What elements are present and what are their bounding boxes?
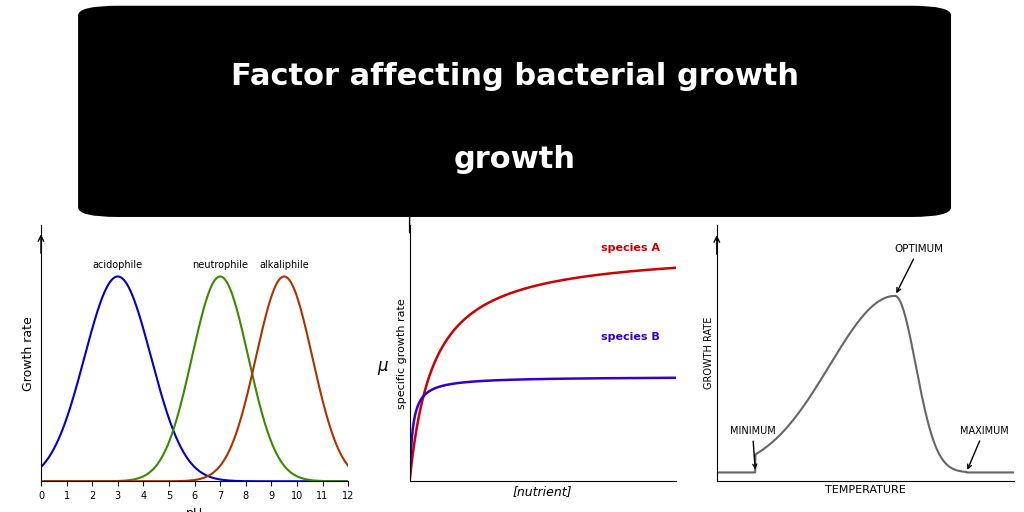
Text: growth: growth: [454, 145, 575, 174]
Text: neutrophile: neutrophile: [193, 260, 248, 270]
X-axis label: TEMPERATURE: TEMPERATURE: [825, 485, 905, 496]
Text: MAXIMUM: MAXIMUM: [959, 425, 1009, 468]
X-axis label: [nutrient]: [nutrient]: [513, 485, 572, 499]
Text: OPTIMUM: OPTIMUM: [894, 244, 943, 292]
Text: Factor affecting bacterial growth: Factor affecting bacterial growth: [230, 62, 799, 91]
FancyBboxPatch shape: [78, 6, 951, 217]
Y-axis label: Growth rate: Growth rate: [23, 316, 36, 391]
Text: μ: μ: [378, 357, 388, 375]
Text: species B: species B: [601, 332, 660, 343]
Y-axis label: GROWTH RATE: GROWTH RATE: [705, 317, 714, 390]
Text: MINIMUM: MINIMUM: [729, 425, 775, 468]
Text: alkaliphile: alkaliphile: [259, 260, 309, 270]
Text: species A: species A: [601, 243, 660, 253]
Text: acidophile: acidophile: [93, 260, 142, 270]
X-axis label: pH: pH: [186, 506, 203, 512]
Y-axis label: specific growth rate: specific growth rate: [397, 298, 407, 409]
